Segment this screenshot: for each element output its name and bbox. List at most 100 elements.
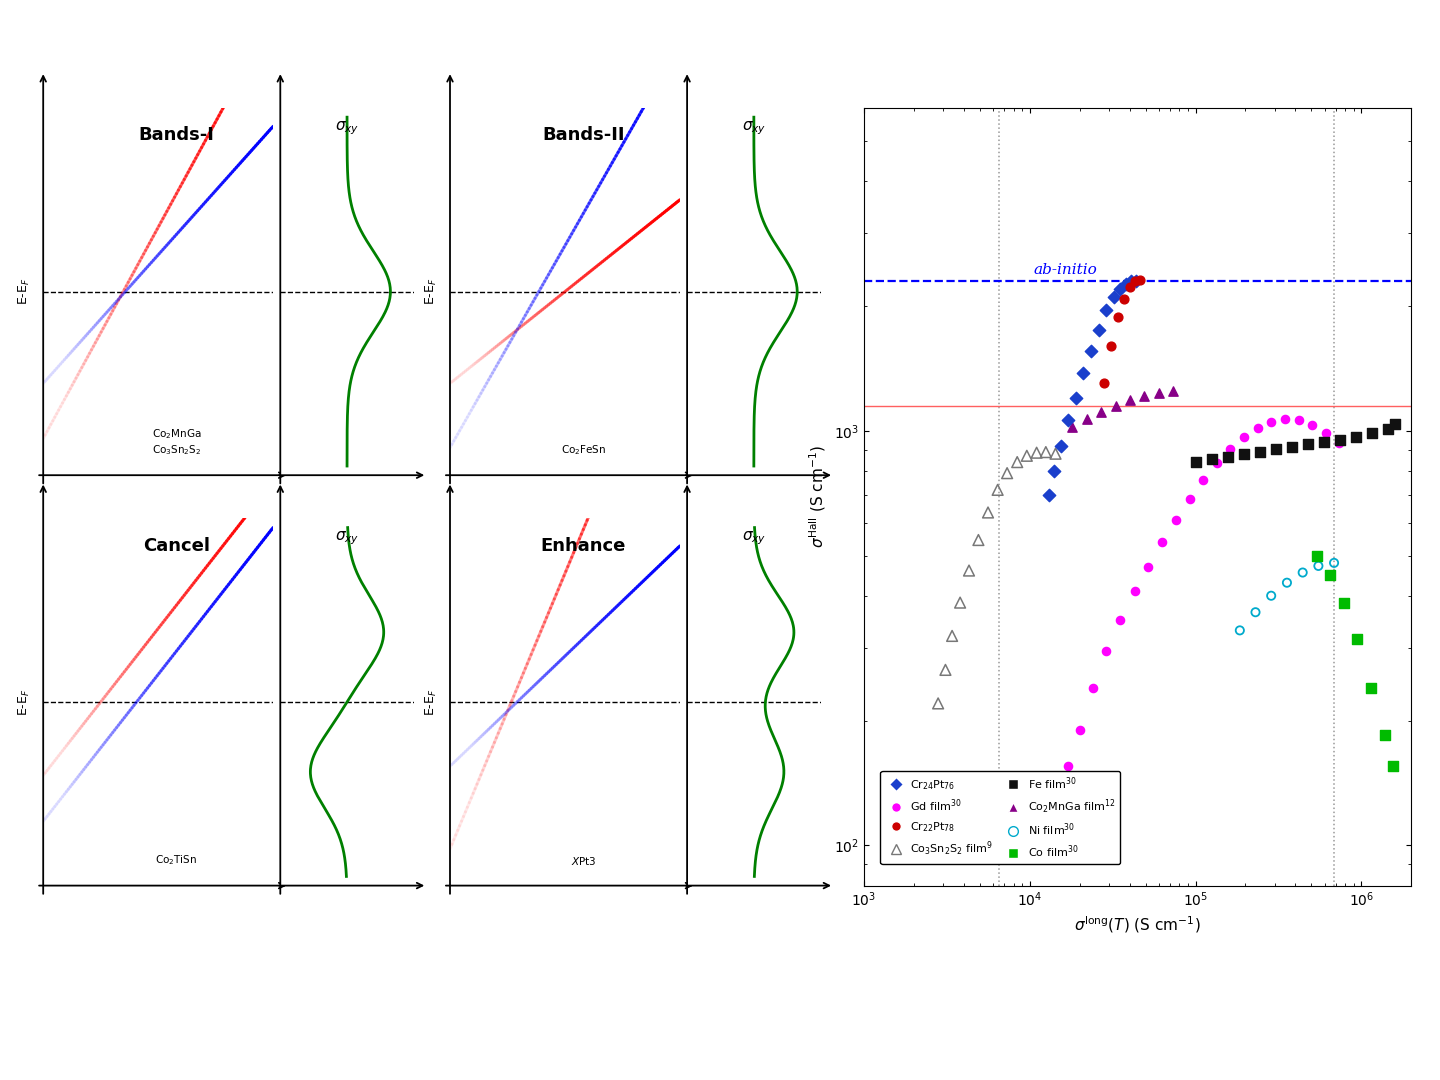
Point bbox=[926, 694, 949, 712]
Text: ab-initio: ab-initio bbox=[1034, 262, 1097, 276]
Point bbox=[1345, 429, 1368, 446]
Text: E-E$_F$: E-E$_F$ bbox=[423, 278, 439, 306]
Point bbox=[1015, 447, 1038, 464]
Text: Co$_2$TiSn: Co$_2$TiSn bbox=[156, 853, 197, 867]
Point bbox=[1076, 410, 1099, 428]
Point bbox=[1191, 472, 1214, 489]
Text: $\sigma_{xy}$: $\sigma_{xy}$ bbox=[742, 529, 766, 546]
Point bbox=[1057, 411, 1080, 429]
Point bbox=[1113, 291, 1136, 308]
Point bbox=[1200, 450, 1223, 468]
Text: $\sigma_{xy}$: $\sigma_{xy}$ bbox=[336, 119, 359, 136]
Point bbox=[1306, 546, 1329, 564]
Point bbox=[1034, 444, 1057, 461]
X-axis label: $\sigma^{\rm long}(T)$ (S cm$^{-1}$): $\sigma^{\rm long}(T)$ (S cm$^{-1}$) bbox=[1074, 915, 1201, 935]
Text: E-E$_F$: E-E$_F$ bbox=[17, 688, 32, 716]
Text: E-E$_F$: E-E$_F$ bbox=[17, 278, 32, 306]
Point bbox=[995, 464, 1018, 482]
Point bbox=[1044, 445, 1067, 462]
Point bbox=[1128, 271, 1151, 288]
Point bbox=[1276, 575, 1299, 592]
Point bbox=[1061, 418, 1084, 435]
Point bbox=[1384, 415, 1407, 432]
Point bbox=[1359, 679, 1382, 697]
Point bbox=[940, 627, 963, 645]
Point bbox=[1264, 441, 1287, 458]
Text: Bands-I: Bands-I bbox=[138, 126, 215, 145]
Point bbox=[1244, 604, 1267, 621]
Y-axis label: $\sigma^{\rm Hall}$ (S cm$^{-1}$): $\sigma^{\rm Hall}$ (S cm$^{-1}$) bbox=[808, 445, 828, 549]
Text: $X$Pt3: $X$Pt3 bbox=[570, 855, 596, 867]
Point bbox=[1260, 414, 1283, 431]
Point bbox=[1117, 391, 1140, 408]
Point bbox=[1064, 389, 1087, 406]
Point bbox=[1106, 309, 1129, 326]
Point bbox=[986, 482, 1009, 499]
Point bbox=[1205, 455, 1228, 472]
Point bbox=[1120, 273, 1143, 291]
Point bbox=[1322, 554, 1345, 571]
Text: $\sigma_{xy}$: $\sigma_{xy}$ bbox=[336, 529, 359, 546]
Point bbox=[1087, 321, 1110, 338]
Point bbox=[1215, 448, 1238, 465]
Point bbox=[1068, 721, 1092, 739]
Point bbox=[1123, 273, 1146, 291]
Point bbox=[1094, 301, 1117, 319]
Point bbox=[1248, 443, 1272, 460]
Point bbox=[1117, 279, 1140, 296]
Point bbox=[1184, 454, 1207, 471]
Point bbox=[1102, 288, 1125, 306]
Point bbox=[1361, 424, 1384, 442]
Point bbox=[1332, 594, 1355, 611]
Text: Co$_2$FeSn: Co$_2$FeSn bbox=[560, 443, 606, 457]
Point bbox=[1308, 557, 1331, 575]
Point bbox=[1381, 758, 1404, 775]
Legend: Cr$_{24}$Pt$_{76}$, Gd film$^{30}$, Cr$_{22}$Pt$_{78}$, Co$_3$Sn$_2$S$_2$ film$^: Cr$_{24}$Pt$_{76}$, Gd film$^{30}$, Cr$_… bbox=[880, 771, 1120, 864]
Text: Enhance: Enhance bbox=[540, 537, 626, 555]
Point bbox=[1115, 275, 1138, 293]
Point bbox=[1228, 622, 1251, 639]
Point bbox=[1057, 758, 1080, 775]
Point bbox=[1233, 445, 1256, 462]
Point bbox=[1300, 416, 1323, 433]
Point bbox=[1031, 828, 1054, 846]
Point bbox=[1161, 382, 1184, 400]
Point bbox=[1178, 490, 1201, 508]
Point bbox=[1100, 337, 1123, 354]
Point bbox=[1328, 434, 1351, 451]
Point bbox=[1043, 797, 1066, 814]
Point bbox=[1125, 272, 1148, 289]
Point bbox=[1109, 611, 1132, 629]
Point bbox=[1374, 726, 1397, 743]
Text: Bands-II: Bands-II bbox=[541, 126, 625, 145]
Point bbox=[1165, 511, 1188, 528]
Point bbox=[1037, 486, 1060, 503]
Point bbox=[1025, 444, 1048, 461]
Point bbox=[1315, 423, 1338, 441]
Point bbox=[1050, 437, 1073, 455]
Point bbox=[1260, 588, 1283, 605]
Point bbox=[1218, 440, 1241, 457]
Point bbox=[1377, 420, 1400, 437]
Point bbox=[1093, 375, 1116, 392]
Point bbox=[1094, 642, 1117, 659]
Point bbox=[1233, 429, 1256, 446]
Point bbox=[1329, 431, 1352, 448]
Point bbox=[1312, 433, 1335, 450]
Point bbox=[976, 504, 999, 522]
Point bbox=[1081, 679, 1104, 697]
Point bbox=[1043, 462, 1066, 480]
Point bbox=[1104, 396, 1128, 414]
Text: $\sigma_{xy}$: $\sigma_{xy}$ bbox=[742, 119, 766, 136]
Point bbox=[1151, 534, 1174, 551]
Point bbox=[1071, 364, 1094, 381]
Point bbox=[1273, 410, 1296, 428]
Text: Cancel: Cancel bbox=[143, 537, 210, 555]
Text: Co$_2$MnGa
Co$_3$Sn$_2$S$_2$: Co$_2$MnGa Co$_3$Sn$_2$S$_2$ bbox=[151, 428, 202, 457]
Point bbox=[1109, 280, 1132, 297]
Point bbox=[1319, 566, 1342, 583]
Point bbox=[1123, 582, 1146, 599]
Point bbox=[1280, 438, 1303, 456]
Point bbox=[966, 531, 989, 549]
Point bbox=[1292, 564, 1315, 581]
